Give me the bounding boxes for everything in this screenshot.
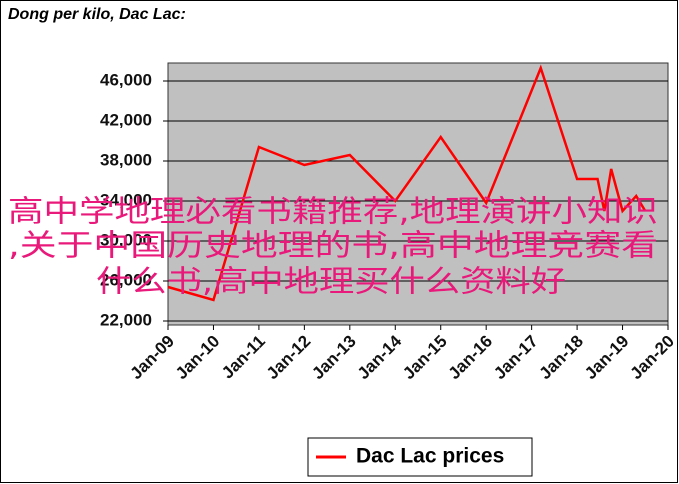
y-tick-label: 22,000 [100, 310, 152, 329]
line [167, 64, 647, 302]
overlay: 高中学地理必看书籍推荐,地理演讲小知识,关于中国历史地理的书,高中地理竞赛看什么… [8, 195, 658, 300]
y-tick-label: 26,000 [100, 270, 152, 289]
chart-title: Dong per kilo, Dac Lac: [8, 6, 186, 23]
overlay-text: ,关于中国历史地理的书,高中地理竞赛看 [8, 229, 658, 264]
y-tick-label: 42,000 [100, 110, 152, 129]
overlay-text: 高中学地理必看书籍推荐,地理演讲小知识 [8, 195, 658, 230]
legend-label: Dac Lac prices [356, 445, 504, 468]
overlay-text: 什么书,高中地理买什么资料好 [96, 265, 566, 300]
y-tick-label: 34,000 [100, 190, 152, 209]
legend-items: Dac Lac prices [316, 445, 504, 468]
plot [167, 64, 647, 302]
y-tick-label: 38,000 [100, 150, 152, 169]
y-tick-label: 46,000 [100, 70, 152, 89]
y-tick-label: 30,000 [100, 230, 152, 249]
